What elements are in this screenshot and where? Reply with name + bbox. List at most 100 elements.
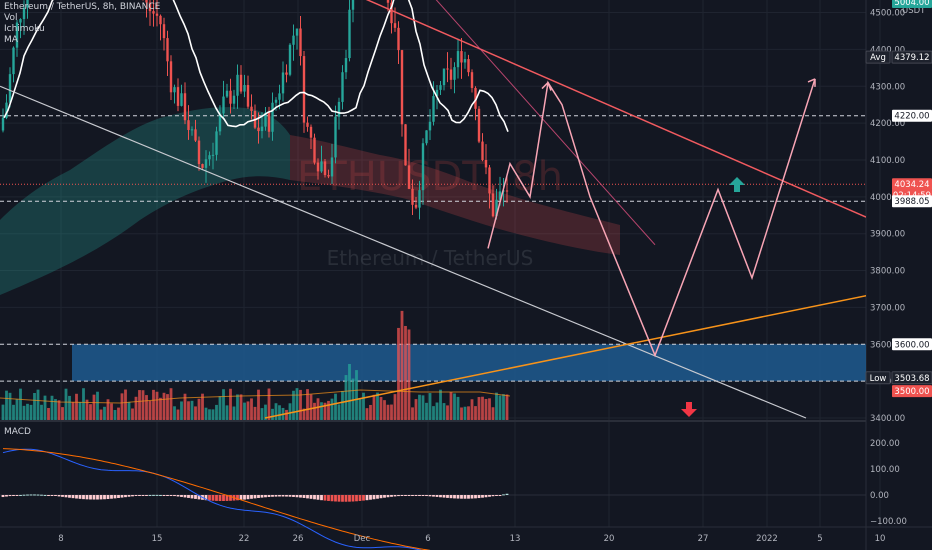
candle-body-96 bbox=[337, 101, 341, 117]
macd-hist-52 bbox=[183, 495, 187, 498]
volume-bar-69 bbox=[243, 402, 246, 420]
indicator-ichimoku[interactable]: Ichimoku bbox=[4, 24, 45, 34]
price-label-s2: 3600.00 bbox=[894, 340, 929, 350]
macd-hist-25 bbox=[89, 495, 92, 500]
volume-bar-50 bbox=[176, 409, 180, 420]
candle-body-144 bbox=[505, 190, 509, 192]
macd-hist-34 bbox=[120, 495, 124, 498]
macd-hist-104 bbox=[365, 495, 369, 501]
watermark-ticker: ETHUSDT, 8h bbox=[297, 154, 563, 200]
price-tick-8: 4100.00 bbox=[870, 156, 905, 166]
macd-hist-28 bbox=[99, 495, 103, 500]
candle-body-138 bbox=[484, 159, 488, 168]
volume-bar-24 bbox=[85, 399, 89, 420]
macd-hist-108 bbox=[379, 495, 383, 499]
indicator-vol[interactable]: Vol bbox=[4, 13, 18, 23]
candle-body-89 bbox=[313, 137, 316, 163]
volume-bar-11 bbox=[40, 404, 43, 420]
candle-body-136 bbox=[477, 108, 481, 142]
volume-bar-82 bbox=[288, 403, 292, 420]
candle-body-135 bbox=[474, 87, 477, 109]
volume-bar-27 bbox=[96, 391, 99, 420]
macd-tick-3: −100.00 bbox=[870, 517, 907, 527]
time-tick-8: 27 bbox=[698, 534, 709, 544]
macd-tick-0: 200.00 bbox=[870, 439, 900, 449]
macd-hist-70 bbox=[246, 495, 250, 500]
candle-body-1 bbox=[5, 102, 8, 118]
macd-hist-83 bbox=[292, 495, 295, 497]
candle-body-84 bbox=[295, 28, 299, 36]
volume-bar-122 bbox=[428, 393, 432, 420]
macd-hist-134 bbox=[470, 495, 474, 499]
macd-hist-98 bbox=[344, 495, 348, 502]
candle-body-117 bbox=[411, 188, 414, 205]
volume-bar-138 bbox=[484, 398, 488, 420]
candle-body-74 bbox=[260, 126, 264, 132]
volume-bar-128 bbox=[449, 392, 453, 420]
macd-hist-136 bbox=[477, 495, 481, 499]
time-tick-2: 22 bbox=[239, 534, 250, 544]
macd-hist-71 bbox=[250, 495, 253, 499]
volume-bar-40 bbox=[141, 390, 145, 420]
macd-hist-144 bbox=[505, 493, 509, 495]
macd-hist-139 bbox=[488, 495, 491, 497]
candles bbox=[1, 0, 509, 220]
macd-hist-101 bbox=[355, 495, 358, 502]
volume-bar-103 bbox=[362, 392, 365, 420]
macd-hist-110 bbox=[386, 495, 390, 498]
candle-body-44 bbox=[155, 13, 159, 16]
macd-hist-47 bbox=[166, 495, 169, 496]
volume-bar-17 bbox=[61, 407, 64, 420]
time-tick-4: Dec bbox=[354, 534, 371, 544]
macd-hist-117 bbox=[411, 495, 414, 496]
volume-bar-55 bbox=[194, 406, 197, 420]
symbol-title[interactable]: Ethereum / TetherUS, 8h, BINANCE bbox=[4, 2, 161, 12]
macd-hist-63 bbox=[222, 495, 225, 502]
volume-bar-62 bbox=[218, 396, 222, 420]
macd-hist-89 bbox=[313, 495, 316, 500]
time-axis[interactable]: 8 15 22 26 Dec 6 13 20 27 2022 5 10 bbox=[58, 534, 885, 544]
indicator-ma[interactable]: MA bbox=[4, 35, 18, 45]
candle-body-123 bbox=[432, 96, 435, 122]
macd-hist-129 bbox=[453, 495, 456, 499]
candle-body-137 bbox=[481, 141, 484, 160]
macd-hist-65 bbox=[229, 495, 232, 501]
macd-hist-32 bbox=[113, 495, 117, 499]
volume-bar-126 bbox=[442, 403, 446, 420]
macd-hist-119 bbox=[418, 495, 421, 496]
time-tick-9: 2022 bbox=[756, 534, 778, 544]
macd-hist-42 bbox=[148, 494, 152, 496]
price-axis[interactable]: 4900.004800.004700.004600.004500.004400.… bbox=[865, 0, 932, 424]
candle-body-0 bbox=[1, 117, 5, 131]
volume-bar-87 bbox=[306, 389, 309, 420]
macd-hist-54 bbox=[190, 495, 194, 499]
volume-bar-110 bbox=[386, 404, 390, 420]
macd-hist-140 bbox=[491, 495, 495, 497]
candle-body-125 bbox=[439, 85, 442, 90]
macd-hist-87 bbox=[306, 495, 309, 499]
macd-hist-59 bbox=[208, 495, 211, 501]
macd-hist-26 bbox=[92, 495, 96, 500]
candle-body-47 bbox=[166, 38, 169, 62]
volume-bar-8 bbox=[29, 404, 33, 420]
candle-body-64 bbox=[225, 90, 229, 97]
macd-hist-97 bbox=[341, 495, 344, 502]
volume-bar-101 bbox=[355, 370, 358, 420]
volume-bar-32 bbox=[113, 409, 117, 420]
price-label-low: 3503.68 bbox=[894, 374, 929, 384]
volume-bar-25 bbox=[89, 404, 92, 420]
candle-body-94 bbox=[330, 157, 334, 177]
volume-bar-70 bbox=[246, 401, 250, 420]
candle-body-120 bbox=[421, 143, 425, 191]
price-label-bg-avg-label bbox=[865, 50, 891, 64]
price-label-bg-r3 bbox=[892, 109, 932, 122]
volume-bar-36 bbox=[127, 402, 131, 420]
volume-bar-102 bbox=[358, 399, 362, 420]
macd-hist-55 bbox=[194, 495, 197, 499]
macd-hist-3 bbox=[12, 495, 15, 496]
volume-bar-0 bbox=[1, 404, 5, 420]
volume-bar-131 bbox=[460, 407, 463, 420]
volume-bar-141 bbox=[495, 392, 498, 420]
